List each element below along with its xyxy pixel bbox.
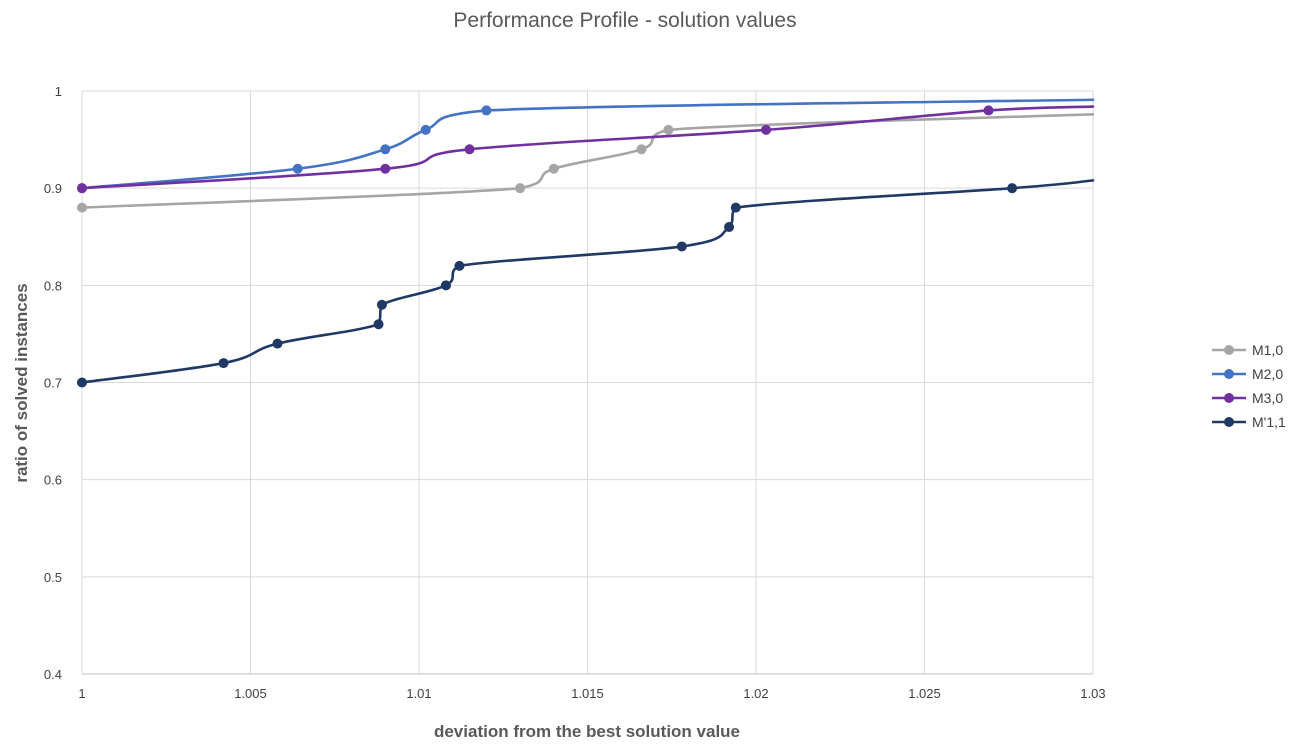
y-tick-label: 0.5	[44, 570, 62, 585]
y-tick-label: 1	[55, 84, 62, 99]
data-point	[292, 163, 303, 174]
y-tick-label: 0.9	[44, 181, 62, 196]
legend-item: M'1,1	[1212, 414, 1286, 430]
x-tick-label: 1.005	[234, 686, 267, 701]
y-axis-label: ratio of solved instances	[12, 283, 31, 482]
series-m1-0	[77, 113, 1095, 213]
data-point	[380, 163, 391, 174]
data-point	[373, 319, 384, 330]
data-point	[724, 222, 735, 233]
data-point	[77, 377, 87, 388]
x-tick-label: 1.02	[743, 686, 768, 701]
x-tick-label: 1.015	[571, 686, 604, 701]
data-point	[481, 105, 492, 116]
data-point	[218, 358, 229, 369]
y-tick-label: 0.4	[44, 667, 62, 682]
legend-label: M3,0	[1252, 390, 1283, 406]
plot-series	[77, 98, 1095, 388]
legend-item: M1,0	[1212, 342, 1283, 358]
legend-swatch-marker	[1224, 393, 1234, 403]
data-point	[983, 105, 994, 116]
data-point	[548, 163, 559, 174]
y-axis-ticks: 0.4 0.5 0.6 0.7 0.8 0.9 1	[44, 84, 62, 682]
x-axis-label: deviation from the best solution value	[434, 722, 740, 741]
legend-label: M2,0	[1252, 366, 1283, 382]
data-point	[515, 183, 526, 194]
series-m3-0	[77, 105, 1095, 194]
data-point	[454, 260, 465, 271]
chart-title: Performance Profile - solution values	[453, 9, 796, 32]
data-point	[464, 144, 475, 155]
data-point	[663, 124, 674, 135]
y-tick-label: 0.8	[44, 278, 62, 293]
legend-label: M1,0	[1252, 342, 1283, 358]
x-axis-ticks: 1 1.005 1.01 1.015 1.02 1.025 1.03	[78, 686, 1105, 701]
x-tick-label: 1.025	[908, 686, 941, 701]
legend-label: M'1,1	[1252, 414, 1286, 430]
y-tick-label: 0.7	[44, 376, 62, 391]
data-point	[376, 299, 387, 310]
legend: M1,0 M2,0 M3,0 M'1,1	[1212, 342, 1286, 430]
data-point	[420, 124, 431, 135]
legend-item: M3,0	[1212, 390, 1283, 406]
legend-item: M2,0	[1212, 366, 1283, 382]
data-point	[77, 202, 87, 213]
series-line	[80, 113, 1095, 209]
data-point	[1007, 183, 1018, 194]
legend-swatch-marker	[1224, 345, 1234, 355]
data-point	[440, 280, 451, 291]
x-tick-label: 1.01	[406, 686, 431, 701]
data-point	[77, 183, 87, 194]
data-point	[730, 202, 741, 213]
data-point	[676, 241, 687, 252]
legend-swatch-marker	[1224, 369, 1234, 379]
legend-swatch-marker	[1224, 417, 1234, 427]
x-tick-label: 1.03	[1080, 686, 1105, 701]
x-tick-label: 1	[78, 686, 85, 701]
data-point	[380, 144, 391, 155]
grid	[81, 90, 1094, 675]
data-point	[636, 144, 647, 155]
data-point	[272, 338, 283, 349]
y-tick-label: 0.6	[44, 473, 62, 488]
series-m-1-1	[77, 179, 1095, 388]
data-point	[761, 124, 772, 135]
